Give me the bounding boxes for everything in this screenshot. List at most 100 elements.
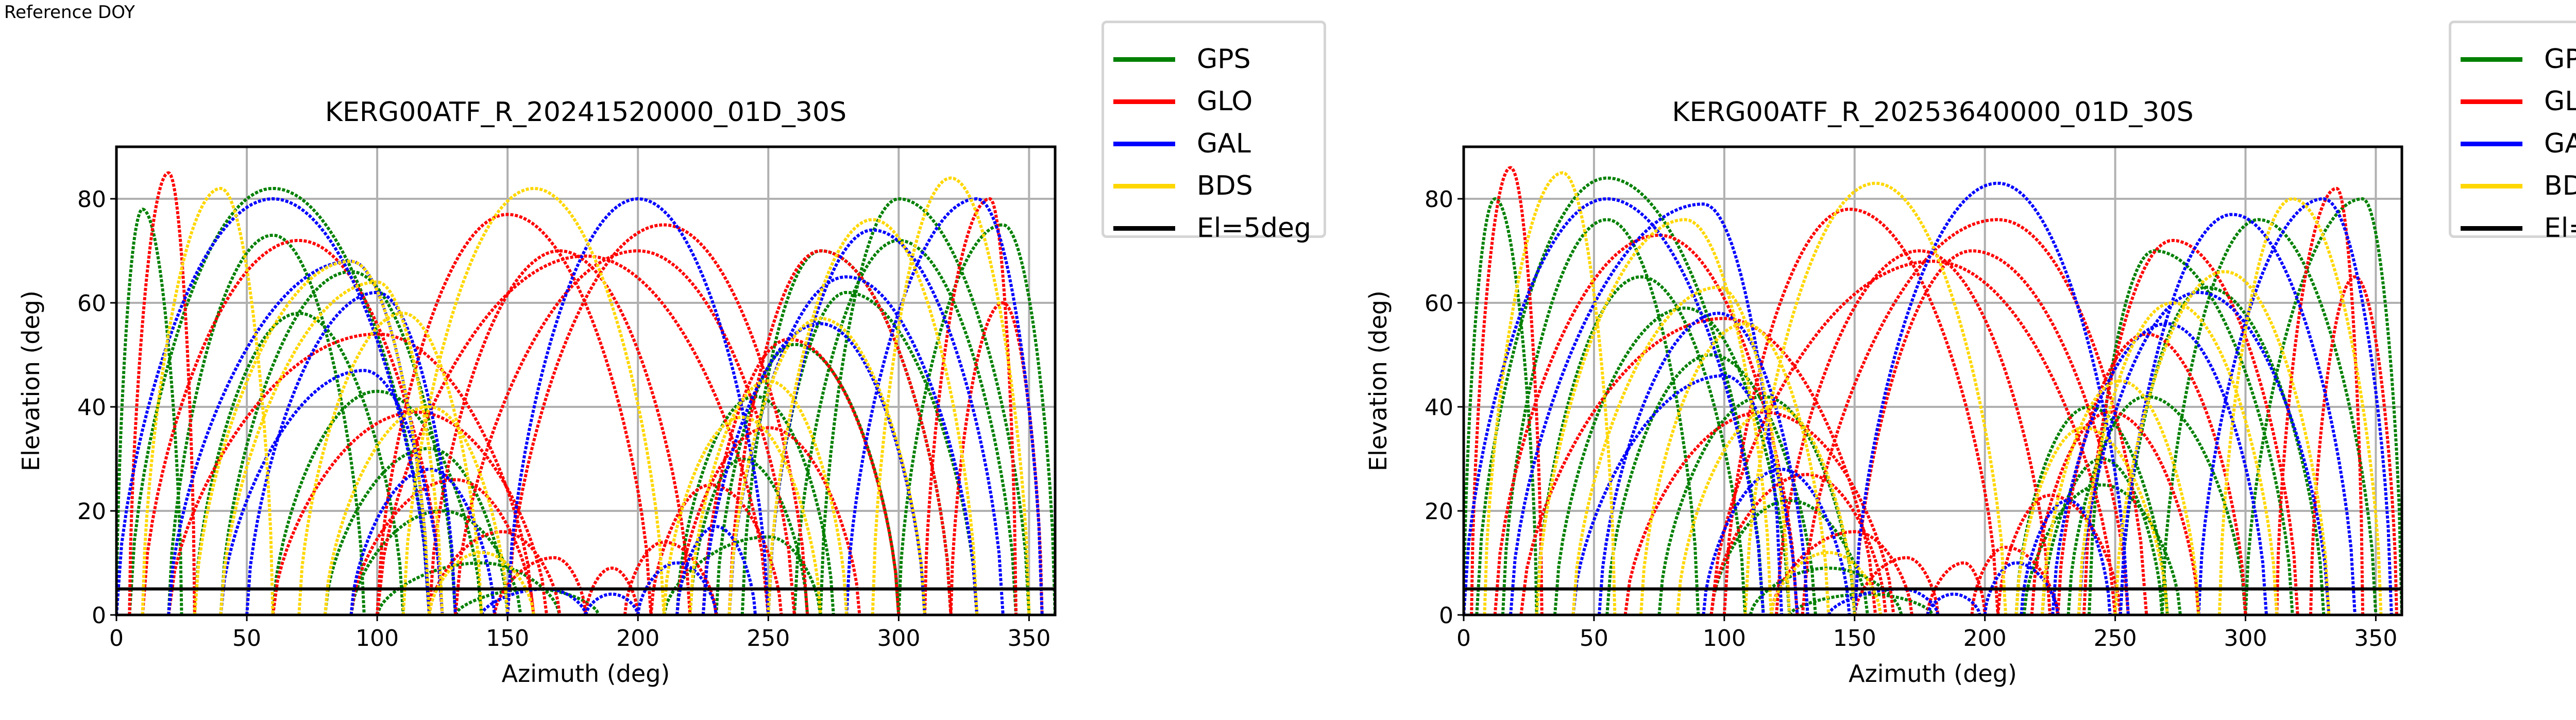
x-tick-label: 350 <box>2354 625 2397 652</box>
x-tick-label: 250 <box>2094 625 2137 652</box>
satellite-track-glo <box>428 530 562 615</box>
satellite-track-gps <box>1535 275 1747 615</box>
satellite-track-glo <box>1853 249 2130 615</box>
satellite-track-glo <box>1623 410 1895 615</box>
satellite-track-bds <box>662 416 822 615</box>
axes-frame <box>1462 145 2403 616</box>
satellite-track-gps <box>1475 176 1765 615</box>
y-tick-label: 0 <box>1439 603 1453 629</box>
legend-item-bds: BDS <box>1113 170 1253 201</box>
satellite-track-gps <box>1605 353 1817 615</box>
satellite-track-gal <box>480 587 587 615</box>
satellite-track-bds <box>1639 322 1831 615</box>
satellite-track-gps <box>116 208 183 615</box>
satellite-track-gal <box>845 197 1044 615</box>
satellite-track-glo <box>584 567 640 615</box>
y-axis-label: Elevation (deg) <box>1364 290 1392 471</box>
satellite-track-bds <box>141 186 275 615</box>
tracks <box>116 171 1055 615</box>
legend-item-gal: GAL <box>1113 128 1251 159</box>
satellite-track-bds <box>871 176 1031 615</box>
legend-swatch <box>1113 141 1175 146</box>
satellite-track-glo <box>1493 233 1799 615</box>
satellite-track-bds <box>2040 379 2200 615</box>
satellite-track-glo <box>2056 332 2247 615</box>
legend-swatch <box>2461 183 2522 188</box>
legend-swatch <box>1113 57 1175 62</box>
satellite-track-glo <box>1709 473 1888 615</box>
x-tick-label: 250 <box>747 625 790 652</box>
y-tick-label: 60 <box>77 290 106 317</box>
legend-item-gps: GPS <box>1113 44 1251 75</box>
legend-item-glo: GLO <box>2461 86 2576 117</box>
tracks <box>1464 166 2402 615</box>
chart-0: KERG00ATF_R_20241520000_01D_30S 0 50 100 150… <box>17 97 1057 688</box>
legend-item-gal: GAL <box>2461 128 2576 159</box>
satellite-track-bds <box>1675 405 1856 615</box>
chart-title: KERG00ATF_R_20241520000_01D_30S <box>325 97 846 128</box>
y-tick-label: 20 <box>77 499 106 525</box>
satellite-track-gps <box>1657 395 1856 615</box>
legend-item-glo: GLO <box>1113 86 1252 117</box>
satellite-track-glo <box>1519 317 1877 615</box>
satellite-track-gal <box>245 290 457 615</box>
satellite-track-glo <box>675 426 861 615</box>
satellite-track-glo <box>453 249 796 615</box>
satellite-track-bds <box>2077 301 2279 615</box>
satellite-track-gps <box>2088 249 2294 615</box>
satellite-track-glo <box>1775 249 2052 615</box>
satellite-track-gal <box>636 561 718 615</box>
satellite-track-gal <box>2020 499 2112 615</box>
satellite-track-gps <box>1501 218 1700 615</box>
x-tick-label: 50 <box>232 625 261 652</box>
satellite-track-bds <box>219 280 444 615</box>
satellite-track-glo <box>1722 208 1999 615</box>
series-bds <box>141 176 1031 615</box>
x-tick-label: 300 <box>877 625 920 652</box>
legend: GPS GLO GAL BDS El=5deg <box>1101 21 1326 244</box>
legend-label: GLO <box>2544 86 2576 117</box>
legend-item-bds: BDS <box>2461 170 2576 201</box>
satellite-track-bds <box>401 186 666 615</box>
series-glo <box>1470 166 2398 615</box>
y-tick-label: 40 <box>77 395 106 421</box>
legend-item-el5: El=5deg <box>2461 213 2576 244</box>
satellite-track-glo <box>141 238 444 615</box>
satellite-track-gps <box>167 233 366 615</box>
satellite-track-glo <box>727 249 953 615</box>
x-axis-label: Azimuth (deg) <box>1849 660 2017 688</box>
axes-frame <box>115 145 1057 616</box>
satellite-track-gal <box>767 228 1005 615</box>
series-glo <box>128 171 1044 615</box>
satellite-track-glo <box>2082 238 2299 615</box>
satellite-track-glo <box>428 249 692 615</box>
satellite-track-glo <box>1926 561 1987 615</box>
satellite-track-bds <box>1571 285 1791 615</box>
x-tick-label: 200 <box>616 625 659 652</box>
x-tick-label: 100 <box>355 625 399 652</box>
legend-label: GAL <box>1197 128 1251 159</box>
legend-label: El=5deg <box>1197 213 1311 244</box>
satellite-track-glo <box>1801 218 2148 615</box>
legend-swatch <box>2461 141 2522 146</box>
legend-swatch <box>1113 99 1175 104</box>
satellite-track-gal <box>349 468 496 615</box>
satellite-track-gps <box>792 238 1018 615</box>
legend-swatch <box>1113 226 1175 231</box>
y-tick-label: 80 <box>77 186 106 213</box>
satellite-track-gps <box>767 290 979 615</box>
satellite-track-gps <box>2244 197 2402 615</box>
satellite-track-gal <box>1464 197 1765 615</box>
satellite-track-gal <box>1509 202 1784 615</box>
satellite-track-gal <box>219 369 444 615</box>
satellite-track-glo <box>349 478 535 615</box>
y-tick-label: 80 <box>1425 186 1453 213</box>
satellite-track-bds <box>2113 270 2331 615</box>
legend-swatch <box>2461 99 2522 104</box>
satellite-track-glo <box>1470 166 1544 615</box>
legend-label: BDS <box>2544 170 2576 201</box>
x-tick-label: 0 <box>1456 625 1471 652</box>
legend-swatch <box>2461 57 2522 62</box>
satellite-track-gps <box>128 186 431 615</box>
